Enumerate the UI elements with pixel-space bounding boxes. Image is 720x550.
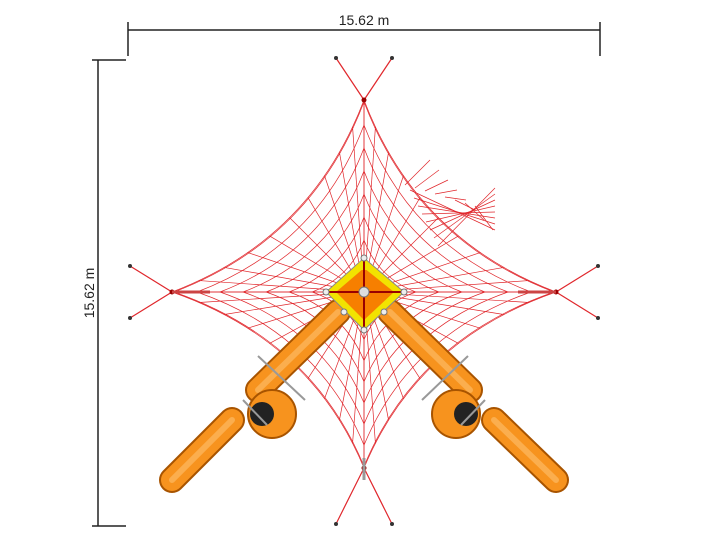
net-strand xyxy=(404,159,431,186)
support-pole xyxy=(242,399,268,426)
support-pole xyxy=(421,355,469,401)
ground-stake xyxy=(390,56,394,60)
ground-stake xyxy=(596,316,600,320)
net-strand xyxy=(444,196,467,201)
width-dimension xyxy=(127,22,601,56)
ground-stake xyxy=(390,522,394,526)
anchor-rope xyxy=(335,467,365,525)
anchor-rope xyxy=(363,57,393,101)
anchor-rope xyxy=(335,57,365,101)
ground-stake xyxy=(334,522,338,526)
tube-slides xyxy=(159,299,569,493)
net-strand xyxy=(434,189,458,195)
anchor-rope xyxy=(555,265,599,293)
anchor-rope xyxy=(555,291,599,319)
height-dimension xyxy=(92,59,126,527)
net-strand xyxy=(413,197,496,225)
anchor-rope xyxy=(129,265,173,293)
anchor-rope xyxy=(363,467,393,525)
net-strand xyxy=(425,205,496,223)
support-pole xyxy=(460,399,486,426)
ground-stake xyxy=(128,264,132,268)
net-strand xyxy=(464,202,485,221)
left-lower-tube-highlight xyxy=(169,417,235,483)
left-tube-opening xyxy=(250,402,274,426)
support-pole xyxy=(257,355,306,401)
ground-stake xyxy=(334,56,338,60)
net-strand xyxy=(437,187,496,247)
right-lower-tube-highlight xyxy=(491,417,559,483)
anchor-rope xyxy=(129,291,173,319)
net-strand xyxy=(474,205,494,231)
net-strand xyxy=(433,193,496,239)
net-strand xyxy=(421,211,496,215)
right-upper-tube-highlight xyxy=(387,309,473,393)
net-strand xyxy=(424,179,449,192)
rope-net xyxy=(170,99,558,469)
net-corner-ring xyxy=(361,97,367,103)
ground-stake xyxy=(596,264,600,268)
left-upper-tube-highlight xyxy=(255,309,341,393)
net-strand xyxy=(429,199,496,231)
right-tube-opening xyxy=(454,402,478,426)
net-strand xyxy=(454,199,476,211)
width-dimension-label: 15.62 m xyxy=(339,12,390,28)
central-platform xyxy=(322,254,408,334)
anchor-ropes xyxy=(128,56,600,526)
height-dimension-label: 15.62 m xyxy=(81,268,97,319)
net-strand xyxy=(414,169,440,189)
ground-stake xyxy=(128,316,132,320)
